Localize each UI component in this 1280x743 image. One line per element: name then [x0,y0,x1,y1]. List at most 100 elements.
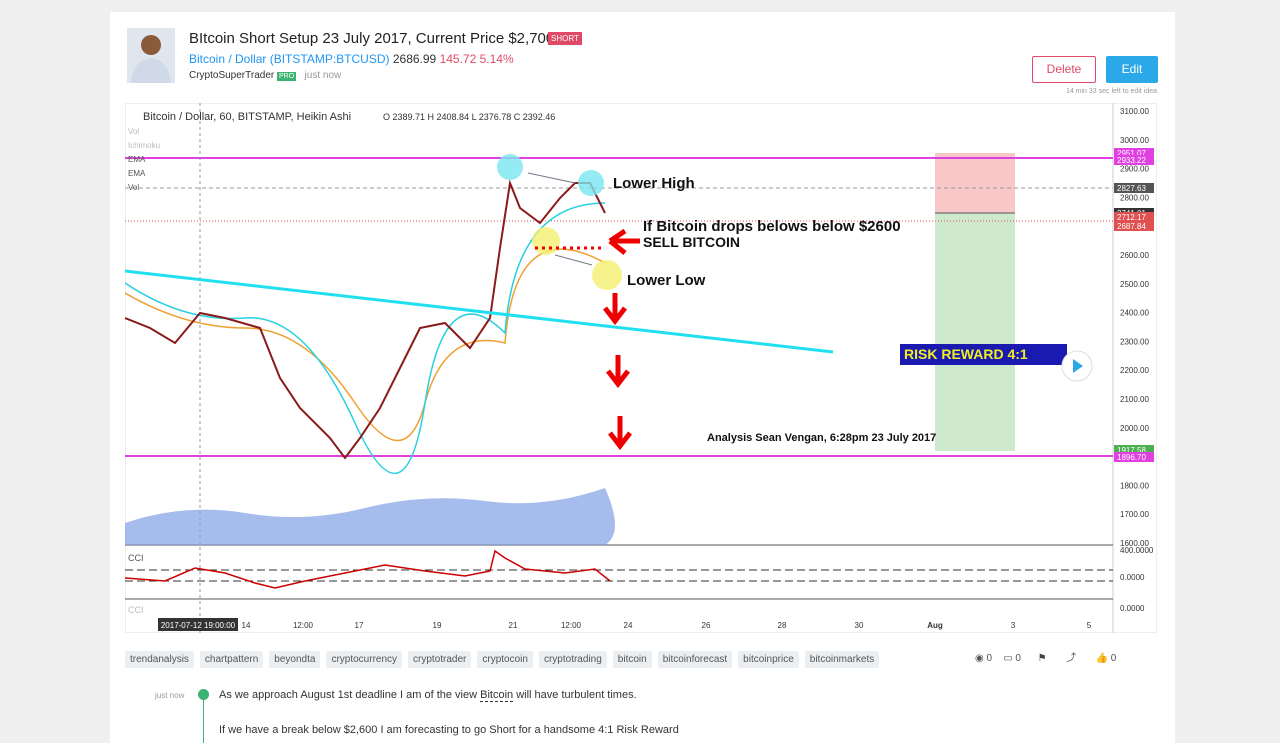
price-tag [1114,183,1154,193]
price-tag [1114,221,1154,231]
price-tag-label: 2933.22 [1117,156,1146,165]
price-tick-label: 3100.00 [1120,107,1149,116]
time-tick-label: 28 [778,621,787,630]
time-cursor [158,618,238,631]
annotation: SELL BITCOIN [643,234,740,250]
views: 0 [986,653,993,664]
time-tick-label: 12:00 [293,621,314,630]
tag[interactable]: trendanalysis [125,651,194,668]
arrow [527,172,576,184]
cci-title: CCI [128,605,144,615]
tag[interactable]: cryptocoin [477,651,533,668]
price-tick-label: 1800.00 [1120,481,1149,490]
high-marker [497,154,523,180]
annotation: Analysis Sean Vengan, 6:28pm 23 July 201… [707,432,936,444]
annotation: Lower Low [627,272,706,289]
price-tag [1114,155,1154,165]
risk-box [935,153,1015,213]
ticker[interactable]: (BITSTAMP:BTCUSD) [269,52,390,66]
avatar [127,28,175,83]
comment-time: just now [155,691,185,700]
price-tag-label: 2827.63 [1117,184,1146,193]
cci-tick-label: 400.0000 [1120,546,1154,555]
price-tick-label: 3000.00 [1120,136,1149,145]
ema-slow [125,248,606,442]
annotation: Lower High [613,175,695,192]
price-tick-label: 2000.00 [1120,424,1149,433]
volume-area [125,488,615,545]
tag[interactable]: cryptotrader [408,651,472,668]
link[interactable]: Bitcoin [480,689,514,702]
cci-tick-label: 0.0000 [1120,604,1145,613]
comment-line: If we have a break below $2,600 I am for… [219,724,679,736]
change: 145.72 [439,52,477,66]
time-tick-label: 24 [624,621,633,630]
price-tick-label: 1700.00 [1120,510,1149,519]
indicator: Vol [128,183,139,192]
risk-label-bg [900,344,1067,365]
price-tick-label: 2300.00 [1120,337,1149,346]
tag[interactable]: bitcoinprice [738,651,799,668]
annotation: RISK REWARD 4:1 [904,346,1028,362]
tag[interactable]: chartpattern [199,651,264,668]
price-tick-label: 2500.00 [1120,280,1149,289]
ema-fast [125,202,606,474]
pro-badge: PRO [277,72,297,81]
price-tick-label: 1600.00 [1120,539,1149,548]
down-arrows [603,293,632,451]
price-tag-label: 1917.58 [1117,446,1146,455]
annotation: If Bitcoin drops belows below $2600 [643,218,901,235]
price-tick-label: 2600.00 [1120,251,1149,260]
price-tag-label: 2712.17 [1117,213,1146,222]
red-arrow [608,228,640,255]
tag[interactable]: bitcoinforecast [657,651,733,668]
delete-button[interactable]: Delete [1032,56,1096,83]
tag[interactable]: cryptocurrency [326,651,403,668]
time-tick-label: 30 [855,621,864,630]
price-tag-label: 1896.70 [1117,453,1146,462]
indicator: Vol [128,127,139,136]
tag[interactable]: cryptotrading [538,651,607,668]
price-tag [1114,452,1154,462]
chart: Bitcoin / Dollar, 60, BITSTAMP, Heikin A… [125,103,1157,633]
reward-box [935,213,1015,451]
comments: 0 [1015,653,1021,664]
stats: ◉ 0 ▭ 0 ⚑ ⤴ 👍 0 [975,653,1117,664]
idea-title: BItcoin Short Setup 23 July 2017, Curren… [189,30,555,47]
price-tag [1114,445,1154,455]
tag[interactable]: bitcoinmarkets [804,651,880,668]
price-tick-label: 2800.00 [1120,193,1149,202]
author[interactable]: CryptoSuperTrader [189,70,275,81]
symbol-line: Bitcoin / Dollar (BITSTAMP:BTCUSD) 2686.… [189,52,514,66]
likes[interactable]: 0 [1110,653,1117,664]
text: will have turbulent times. [513,689,637,701]
play-icon [1073,359,1083,373]
comment-line: As we approach August 1st deadline I am … [219,689,637,702]
short-badge: SHORT [548,32,582,45]
trendline [125,269,834,354]
time-tick-label: 12:00 [561,621,582,630]
price-candles [125,179,606,460]
symbol[interactable]: Bitcoin / Dollar [189,52,267,66]
time-tick-label: 26 [702,621,711,630]
price-tick-label: 2200.00 [1120,366,1149,375]
timeline-line [203,700,204,743]
time-tick-label: 5 [1087,621,1092,630]
edit-button[interactable]: Edit [1106,56,1158,83]
time: just now [304,70,342,81]
price: 2686.99 [392,52,437,66]
cci-title: CCI [128,553,144,563]
tag[interactable]: bitcoin [612,651,652,668]
price-tick-label: 2400.00 [1120,309,1149,318]
ohlc: O 2389.71 H 2408.84 L 2376.78 C 2392.46 [383,112,555,122]
time-tick-label: 17 [355,621,364,630]
time-tick-label: 2017-07-12 19:00:00 [161,621,236,630]
price-tick-label: 2100.00 [1120,395,1149,404]
low-marker [532,227,560,255]
price-tag-label: 2687.84 [1117,222,1146,231]
arrow [554,254,593,266]
tag[interactable]: beyondta [269,651,321,668]
time-tick-label: 21 [509,621,518,630]
chart-legend: Bitcoin / Dollar, 60, BITSTAMP, Heikin A… [143,111,351,123]
